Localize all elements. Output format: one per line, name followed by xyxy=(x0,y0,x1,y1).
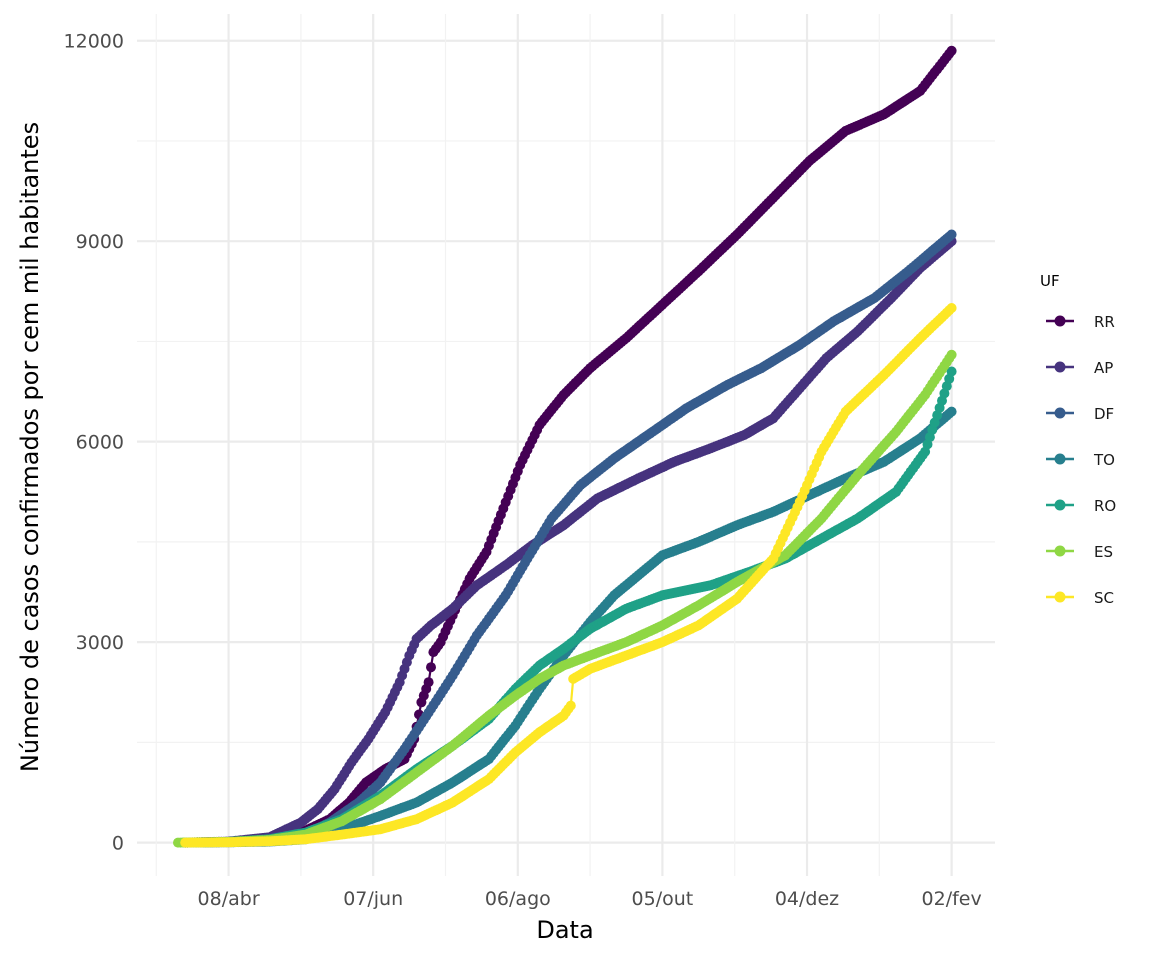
legend-marker xyxy=(1054,315,1066,327)
legend-marker xyxy=(1054,591,1066,603)
series-ro xyxy=(180,366,957,848)
legend-label: DF xyxy=(1094,405,1114,423)
legend-item: AP xyxy=(1046,359,1113,377)
data-point xyxy=(423,677,434,688)
y-tick-label: 12000 xyxy=(64,31,124,53)
legend-items: RR AP DF TO RO ES SC xyxy=(1046,313,1116,607)
legend-item: SC xyxy=(1046,589,1114,607)
series-sc xyxy=(180,303,957,848)
legend-label: RR xyxy=(1094,313,1115,331)
legend-marker xyxy=(1054,361,1066,373)
legend-label: RO xyxy=(1094,497,1116,515)
legend-label: TO xyxy=(1093,451,1115,469)
legend-item: ES xyxy=(1046,543,1113,561)
data-point xyxy=(946,229,957,240)
series-ap xyxy=(180,236,957,848)
legend-marker xyxy=(1054,407,1066,419)
legend-label: SC xyxy=(1094,589,1114,607)
legend-item: DF xyxy=(1046,405,1114,423)
series-line xyxy=(185,410,953,844)
y-axis-title: Número de casos confirmados por cem mil … xyxy=(16,122,44,772)
legend-item: RO xyxy=(1046,497,1116,515)
x-tick-label: 04/dez xyxy=(775,888,839,910)
x-tick-label: 05/out xyxy=(632,888,694,910)
data-point xyxy=(946,349,957,360)
y-tick-label: 3000 xyxy=(76,632,124,654)
series-df xyxy=(180,229,957,848)
x-tick-label: 07/jun xyxy=(343,888,403,910)
x-tick-label: 06/ago xyxy=(485,888,551,910)
legend-label: ES xyxy=(1094,543,1113,561)
data-point xyxy=(946,406,957,417)
y-tick-label: 9000 xyxy=(76,231,124,253)
legend-title: UF xyxy=(1040,272,1060,290)
legend-marker xyxy=(1054,453,1066,465)
y-tick-label: 6000 xyxy=(76,432,124,454)
grid xyxy=(137,14,995,876)
y-tick-label: 0 xyxy=(112,833,124,855)
legend-marker xyxy=(1054,499,1066,511)
legend-label: AP xyxy=(1094,359,1113,377)
legend-item: RR xyxy=(1046,313,1115,331)
legend-item: TO xyxy=(1046,451,1115,469)
series-to xyxy=(180,406,957,848)
legend-marker xyxy=(1054,545,1066,557)
series-layer xyxy=(173,45,957,848)
legend: UF RR AP DF TO RO ES SC xyxy=(1040,272,1116,607)
x-tick-label: 02/fev xyxy=(922,888,982,910)
data-point xyxy=(426,662,436,673)
x-axis-title: Data xyxy=(536,916,593,944)
series-line xyxy=(185,233,953,844)
data-point xyxy=(946,366,957,377)
series-rr xyxy=(180,45,957,848)
data-point xyxy=(946,303,957,313)
y-axis-ticks: 0 3000 6000 9000 12000 xyxy=(64,31,124,855)
x-tick-label: 08/abr xyxy=(198,888,260,910)
x-axis-ticks: 08/abr 07/jun 06/ago 05/out 04/dez 02/fev xyxy=(198,888,982,910)
data-point xyxy=(565,700,576,711)
data-point xyxy=(946,45,957,56)
series-line xyxy=(185,50,953,844)
